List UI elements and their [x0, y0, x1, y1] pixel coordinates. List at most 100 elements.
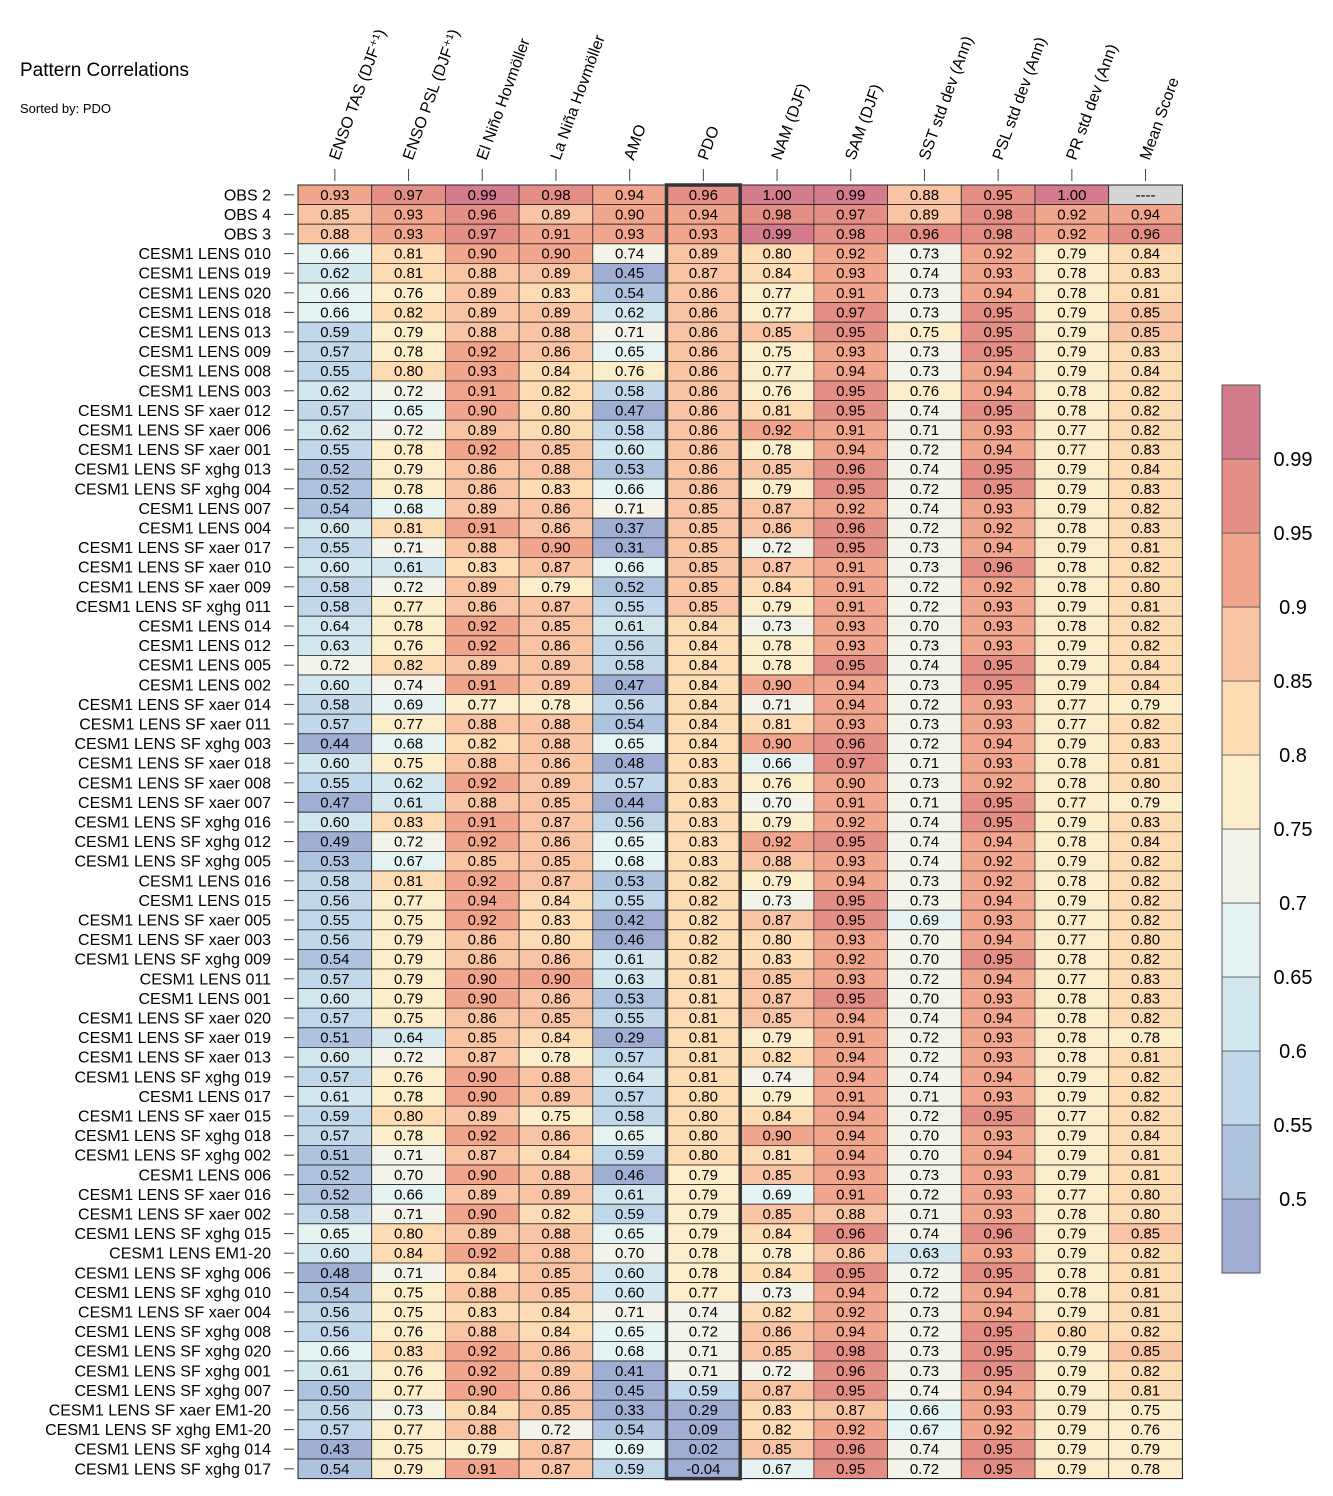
cell-value-label: 0.92 [468, 834, 497, 851]
cell-value-label: 0.90 [541, 246, 570, 263]
row-label: CESM1 LENS 020 [138, 285, 271, 302]
cell-value-label: 0.94 [836, 1108, 865, 1125]
cell-value-label: 0.80 [762, 932, 791, 949]
cell-value-label: 0.77 [1057, 1108, 1086, 1125]
cell-value-label: -0.04 [686, 1461, 720, 1478]
cell-value-label: 0.77 [762, 285, 791, 302]
cell-value-label: 0.68 [394, 736, 423, 753]
heatmap-cells: 0.93 0.97 0.99 0.98 0.94 0.96 1.00 0.99 0.88 0.95… [297, 184, 1183, 1480]
cell-value-label: 0.82 [689, 873, 718, 890]
cell-value-label: 0.79 [1057, 1441, 1086, 1458]
cell-value-label: 0.70 [762, 794, 791, 811]
cell-value-label: 0.94 [836, 363, 865, 380]
cell-value-label: 0.31 [615, 540, 644, 557]
cell-value-label: 0.65 [615, 1226, 644, 1243]
cell-value-label: 0.91 [468, 520, 497, 537]
cell-value-label: 0.80 [1131, 1206, 1160, 1223]
row-label: CESM1 LENS 018 [138, 305, 271, 322]
cell-value-label: 0.87 [762, 500, 791, 517]
cell-value-label: 0.59 [689, 1382, 718, 1399]
cell-value-label: 0.79 [394, 461, 423, 478]
cell-value-label: 0.77 [762, 363, 791, 380]
cell-value-label: 0.74 [615, 246, 644, 263]
cell-value-label: 0.89 [541, 1186, 570, 1203]
row-label: CESM1 LENS 019 [138, 266, 271, 283]
cell-value-label: 1.00 [1057, 187, 1086, 204]
cell-value-label: 0.92 [468, 638, 497, 655]
row-labels: OBS 2 OBS 4 OBS 3 CESM1 LENS 010 CESM1 LENS … [45, 187, 294, 1478]
cell-value-label: 0.91 [836, 1030, 865, 1047]
cell-value-label: 0.73 [762, 1284, 791, 1301]
cell-value-label: 0.82 [1131, 422, 1160, 439]
column-label: PSL std dev (Ann) [990, 35, 1050, 162]
cell-value-label: 0.62 [320, 422, 349, 439]
cell-value-label: 0.58 [320, 696, 349, 713]
colorbar-tick-label: 0.95 [1274, 523, 1313, 545]
cell-value-label: 0.91 [468, 814, 497, 831]
colorbar-swatch [1221, 976, 1261, 1052]
cell-value-label: 0.74 [762, 1069, 791, 1086]
cell-value-label: 0.70 [910, 932, 939, 949]
colorbar-swatch [1221, 902, 1261, 978]
row-label: CESM1 LENS SF xghg 010 [74, 1285, 271, 1302]
cell-value-label: 0.89 [468, 579, 497, 596]
cell-value-label: 0.87 [541, 873, 570, 890]
cell-value-label: ---- [1136, 187, 1156, 204]
cell-value-label: 0.85 [689, 500, 718, 517]
cell-value-label: 0.79 [1057, 540, 1086, 557]
cell-value-label: 0.95 [984, 1265, 1013, 1282]
cell-value-label: 0.61 [394, 559, 423, 576]
cell-value-label: 0.79 [394, 1461, 423, 1478]
cell-value-label: 0.94 [836, 696, 865, 713]
cell-value-label: 0.74 [910, 1069, 939, 1086]
cell-value-label: 0.86 [468, 461, 497, 478]
cell-value-label: 0.76 [762, 383, 791, 400]
cell-value-label: 0.78 [394, 1088, 423, 1105]
cell-value-label: 0.82 [689, 892, 718, 909]
cell-value-label: 0.82 [1131, 1010, 1160, 1027]
cell-value-label: 0.93 [984, 755, 1013, 772]
cell-value-label: 0.92 [984, 246, 1013, 263]
cell-value-label: 0.83 [689, 853, 718, 870]
cell-value-label: 0.82 [1131, 383, 1160, 400]
cell-value-label: 0.78 [1131, 1461, 1160, 1478]
cell-value-label: 0.72 [910, 1324, 939, 1341]
row-label: CESM1 LENS SF xghg 011 [76, 599, 271, 616]
cell-value-label: 0.79 [689, 1206, 718, 1223]
cell-value-label: 0.65 [615, 1128, 644, 1145]
cell-value-label: 0.91 [836, 559, 865, 576]
cell-value-label: 0.79 [1057, 638, 1086, 655]
cell-value-label: 0.59 [615, 1147, 644, 1164]
cell-value-label: 0.94 [984, 285, 1013, 302]
row-label: CESM1 LENS SF xaer 019 [78, 1030, 271, 1047]
cell-value-label: 0.98 [541, 187, 570, 204]
cell-value-label: 0.81 [394, 246, 423, 263]
cell-value-label: 0.95 [836, 1265, 865, 1282]
row-label: CESM1 LENS SF xghg 003 [74, 736, 271, 753]
cell-value-label: 0.82 [394, 304, 423, 321]
cell-value-label: 0.78 [762, 638, 791, 655]
cell-value-label: 0.95 [836, 912, 865, 929]
cell-value-label: 0.86 [689, 442, 718, 459]
cell-value-label: 0.77 [394, 1382, 423, 1399]
cell-value-label: 0.77 [1057, 716, 1086, 733]
cell-value-label: 0.83 [689, 755, 718, 772]
cell-value-label: 0.74 [394, 677, 423, 694]
chart-subtitle: Sorted by: PDO [20, 101, 112, 116]
cell-value-label: 0.82 [1131, 402, 1160, 419]
row-label: CESM1 LENS 005 [138, 658, 271, 675]
cell-value-label: 0.99 [836, 187, 865, 204]
cell-value-label: 0.82 [1131, 559, 1160, 576]
cell-value-label: 0.85 [468, 1030, 497, 1047]
cell-value-label: 0.53 [615, 873, 644, 890]
cell-value-label: 0.73 [910, 1363, 939, 1380]
cell-value-label: 0.92 [468, 1343, 497, 1360]
cell-value-label: 0.90 [541, 540, 570, 557]
cell-value-label: 0.74 [910, 1226, 939, 1243]
cell-value-label: 0.84 [689, 677, 718, 694]
cell-value-label: 0.86 [689, 402, 718, 419]
cell-value-label: 0.79 [541, 579, 570, 596]
cell-value-label: 0.75 [1131, 1402, 1160, 1419]
cell-value-label: 0.60 [615, 1284, 644, 1301]
cell-value-label: 0.54 [320, 1461, 349, 1478]
